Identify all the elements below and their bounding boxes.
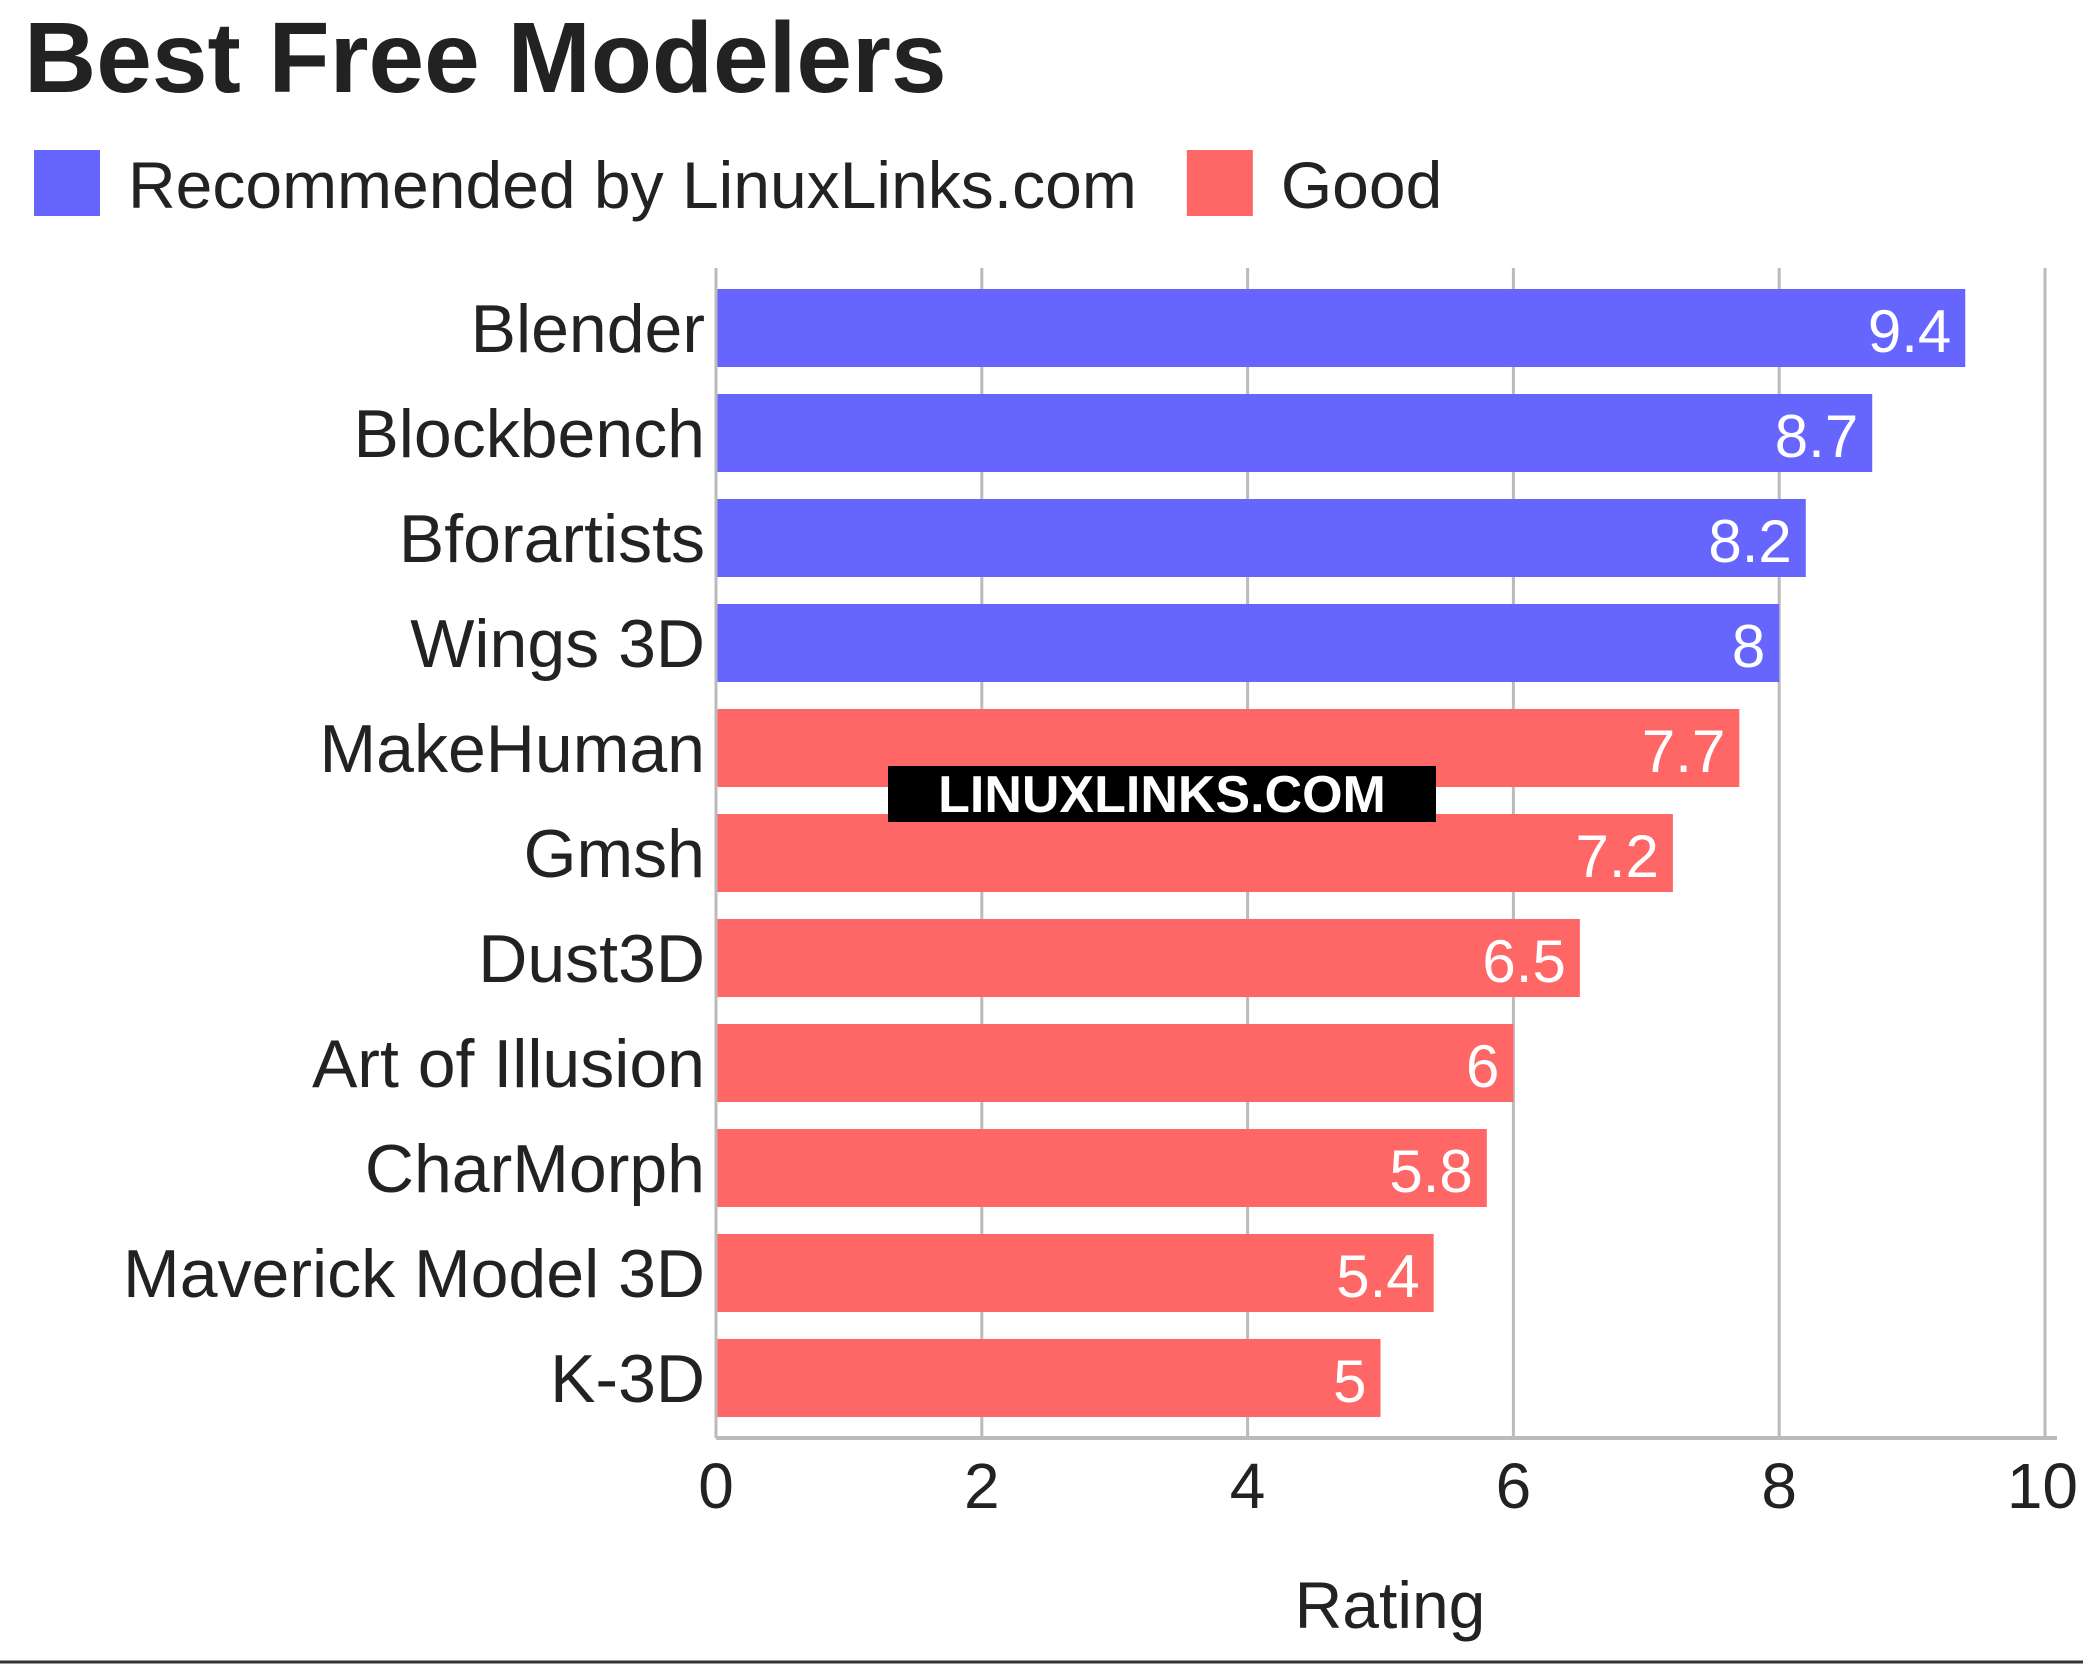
category-label-5: Gmsh <box>524 816 705 892</box>
watermark-text: LINUXLINKS.COM <box>938 766 1386 824</box>
category-label-3: Wings 3D <box>410 606 705 682</box>
category-label-10: K-3D <box>550 1341 705 1417</box>
x-tick-label-3: 6 <box>1496 1450 1532 1522</box>
category-label-9: Maverick Model 3D <box>123 1236 705 1312</box>
x-tick-label-5: 10 <box>2007 1450 2078 1522</box>
category-label-2: Bforartists <box>399 501 705 577</box>
chart-title: Best Free Modelers <box>24 2 947 114</box>
category-label-1: Blockbench <box>353 396 705 472</box>
value-label-5: 7.2 <box>1575 823 1658 890</box>
watermark: LINUXLINKS.COM <box>888 766 1436 824</box>
bar-7 <box>716 1024 1514 1102</box>
value-label-4: 7.7 <box>1642 718 1725 785</box>
bar-10 <box>716 1339 1381 1417</box>
value-label-0: 9.4 <box>1868 298 1951 365</box>
legend-label-0: Recommended by LinuxLinks.com <box>128 148 1137 222</box>
x-tick-label-1: 2 <box>964 1450 1000 1522</box>
x-axis-label: Rating <box>1295 1568 1486 1642</box>
value-label-9: 5.4 <box>1336 1243 1419 1310</box>
bar-3 <box>716 604 1780 682</box>
category-label-6: Dust3D <box>478 921 705 997</box>
category-label-4: MakeHuman <box>320 711 706 787</box>
x-tick-label-2: 4 <box>1230 1450 1266 1522</box>
legend-swatch-0 <box>34 150 100 216</box>
category-label-7: Art of Illusion <box>312 1026 705 1102</box>
legend-swatch-1 <box>1186 150 1253 216</box>
bar-0 <box>716 289 1966 367</box>
bar-5 <box>716 814 1673 892</box>
value-label-6: 6.5 <box>1482 928 1565 995</box>
bar-1 <box>716 394 1873 472</box>
bar-2 <box>716 499 1806 577</box>
category-labels: Blender Blockbench Bforartists Wings 3D Make… <box>123 291 705 1417</box>
value-label-3: 8 <box>1732 613 1765 680</box>
x-tick-label-0: 0 <box>698 1450 734 1522</box>
bar-8 <box>716 1129 1487 1207</box>
value-label-2: 8.2 <box>1708 508 1791 575</box>
bars <box>716 289 1966 1417</box>
value-label-7: 6 <box>1466 1033 1499 1100</box>
legend: Recommended by LinuxLinks.com Good <box>34 148 1442 222</box>
x-tick-label-4: 8 <box>1761 1450 1797 1522</box>
value-label-10: 5 <box>1333 1348 1366 1415</box>
value-label-1: 8.7 <box>1775 403 1858 470</box>
legend-label-1: Good <box>1281 148 1442 222</box>
x-axis: 0 2 4 6 8 10 <box>698 268 2078 1522</box>
value-label-8: 5.8 <box>1389 1138 1472 1205</box>
category-label-8: CharMorph <box>365 1131 705 1207</box>
watermark-box <box>888 766 1436 822</box>
bar-9 <box>716 1234 1434 1312</box>
bar-6 <box>716 919 1580 997</box>
category-label-0: Blender <box>471 291 705 367</box>
value-labels: 9.48.7 8.2 87.7 7.26.5 6 5.8 5.4 5 <box>1333 298 1951 1415</box>
